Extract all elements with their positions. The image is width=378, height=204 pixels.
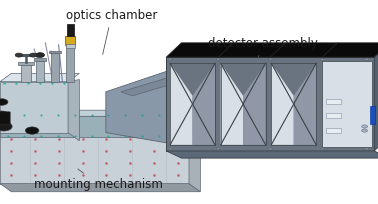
FancyBboxPatch shape (51, 53, 59, 82)
FancyBboxPatch shape (36, 61, 44, 82)
Circle shape (365, 58, 369, 60)
Polygon shape (170, 63, 192, 145)
Circle shape (15, 53, 23, 57)
Polygon shape (374, 43, 378, 151)
Circle shape (180, 132, 198, 142)
Circle shape (216, 148, 220, 150)
Circle shape (168, 148, 172, 150)
Circle shape (29, 53, 37, 57)
Circle shape (0, 111, 8, 118)
FancyBboxPatch shape (67, 24, 74, 36)
Circle shape (268, 148, 272, 150)
FancyBboxPatch shape (66, 44, 75, 48)
Circle shape (268, 58, 272, 60)
FancyBboxPatch shape (21, 65, 31, 82)
Polygon shape (121, 71, 200, 96)
Polygon shape (166, 151, 378, 158)
Circle shape (0, 122, 12, 131)
Circle shape (0, 123, 8, 130)
Polygon shape (106, 71, 204, 143)
Circle shape (361, 129, 367, 132)
Text: optics chamber: optics chamber (66, 9, 157, 54)
FancyBboxPatch shape (166, 57, 374, 151)
Polygon shape (192, 63, 215, 145)
FancyBboxPatch shape (49, 51, 61, 53)
Text: detector assembly: detector assembly (208, 37, 318, 59)
Circle shape (216, 58, 220, 60)
Polygon shape (221, 63, 243, 145)
Polygon shape (0, 73, 79, 82)
Polygon shape (294, 63, 316, 145)
Polygon shape (68, 80, 79, 141)
FancyBboxPatch shape (66, 45, 74, 82)
Circle shape (36, 53, 45, 58)
Circle shape (184, 134, 194, 139)
FancyBboxPatch shape (326, 128, 341, 133)
Circle shape (361, 125, 367, 128)
FancyBboxPatch shape (326, 99, 341, 104)
Polygon shape (189, 133, 200, 192)
Polygon shape (0, 116, 166, 137)
FancyBboxPatch shape (18, 62, 34, 65)
Circle shape (365, 148, 369, 150)
FancyBboxPatch shape (34, 58, 46, 61)
Polygon shape (0, 133, 189, 184)
Polygon shape (0, 184, 200, 192)
Circle shape (0, 99, 8, 105)
FancyBboxPatch shape (322, 61, 372, 147)
Text: mounting mechanism: mounting mechanism (34, 169, 163, 191)
Polygon shape (0, 82, 68, 133)
Polygon shape (0, 110, 174, 116)
Circle shape (321, 148, 324, 150)
Circle shape (321, 58, 324, 60)
FancyBboxPatch shape (370, 106, 375, 124)
Circle shape (168, 58, 172, 60)
Polygon shape (166, 43, 378, 57)
Polygon shape (271, 63, 294, 145)
FancyBboxPatch shape (326, 113, 341, 118)
FancyBboxPatch shape (65, 36, 75, 45)
Polygon shape (243, 63, 266, 145)
Circle shape (25, 127, 39, 134)
FancyBboxPatch shape (0, 112, 10, 125)
